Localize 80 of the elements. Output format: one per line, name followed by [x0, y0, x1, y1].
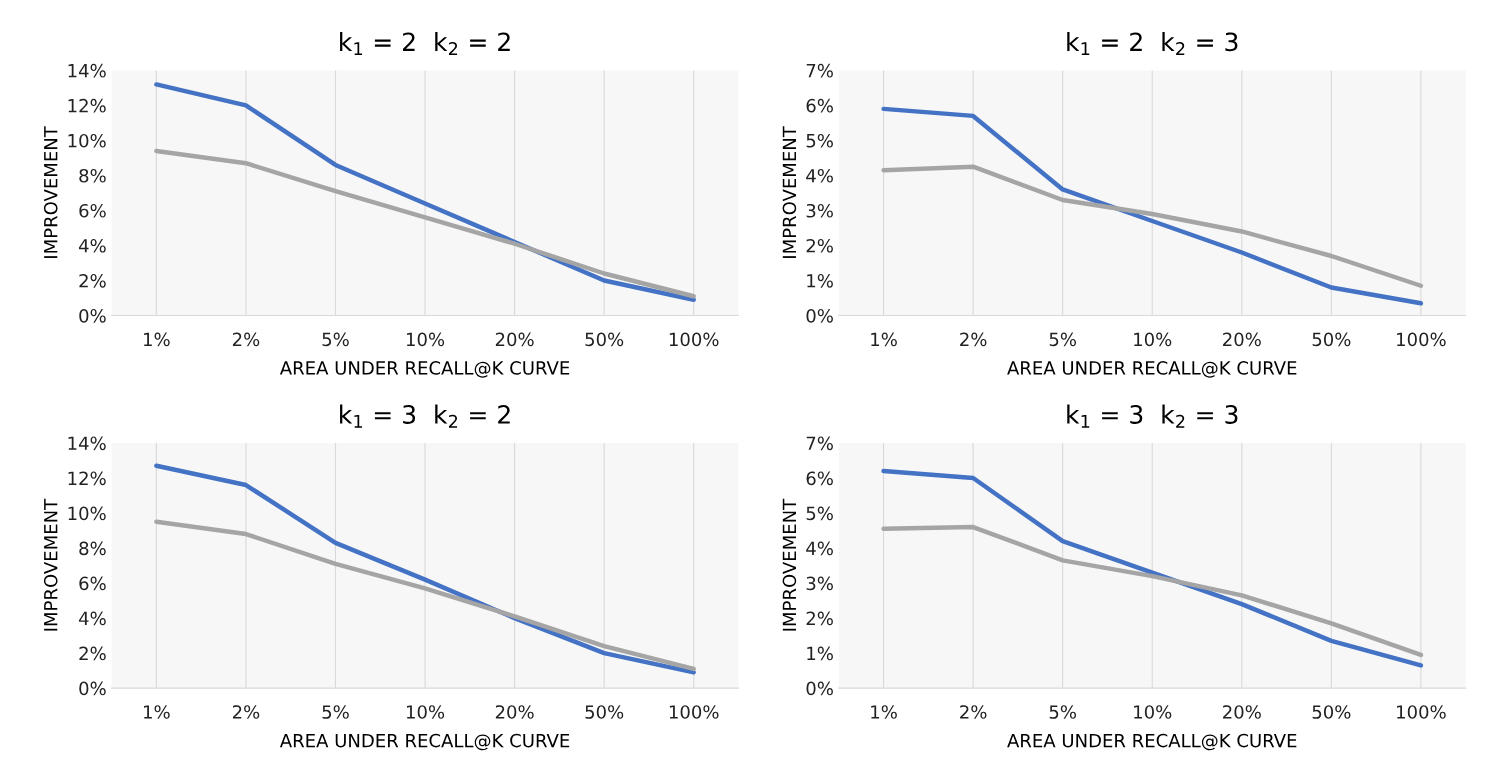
x-tick-label: 10%	[406, 332, 445, 347]
x-tick-label: 2%	[960, 705, 987, 719]
x-tick-label: 100%	[669, 705, 719, 719]
chart-title: k$_{1}$ = 3 k$_{2}$ = 2	[340, 404, 510, 428]
x-tick-label: 10%	[1134, 332, 1172, 347]
y-tick-label: 4%	[78, 611, 106, 626]
y-tick-label: 6%	[806, 471, 833, 486]
y-tick-label: 0%	[806, 681, 833, 696]
y-tick-label: 14%	[68, 436, 106, 451]
x-axis-title: AREA UNDER RECALL@K CURVE	[279, 733, 570, 751]
y-axis-title: IMPROVEMENT	[782, 498, 797, 631]
y-tick-label: 3%	[806, 203, 833, 218]
y-tick-label: 1%	[807, 646, 833, 661]
x-tick-label: 100%	[1397, 332, 1446, 347]
x-tick-label: 20%	[1223, 705, 1261, 719]
y-tick-label: 6%	[806, 98, 833, 113]
y-tick-label: 7%	[806, 436, 833, 451]
x-tick-label: 50%	[1312, 705, 1351, 719]
y-tick-label: 0%	[79, 308, 106, 323]
y-tick-label: 0%	[806, 308, 833, 323]
x-axis-title: AREA UNDER RECALL@K CURVE	[1007, 733, 1297, 751]
x-tick-label: 5%	[1049, 705, 1077, 719]
x-tick-label: 10%	[1134, 705, 1172, 719]
x-tick-label: 1%	[871, 705, 897, 719]
y-tick-label: 14%	[68, 63, 106, 78]
x-tick-label: 100%	[669, 332, 719, 347]
line-series	[154, 463, 696, 675]
y-tick-label: 5%	[806, 506, 833, 521]
line-series	[881, 524, 1424, 658]
x-tick-label: 50%	[585, 332, 624, 347]
x-tick-label: 20%	[495, 705, 534, 719]
chart-title: k$_{1}$ = 2 k$_{2}$ = 2	[340, 31, 510, 56]
x-tick-label: 2%	[232, 705, 260, 719]
y-tick-label: 10%	[68, 506, 106, 521]
x-tick-label: 2%	[960, 332, 987, 347]
x-tick-label: 5%	[322, 332, 349, 347]
x-tick-label: 100%	[1397, 705, 1446, 719]
y-tick-label: 2%	[79, 273, 106, 288]
y-tick-label: 10%	[68, 133, 106, 148]
y-axis-title: IMPROVEMENT	[43, 126, 58, 258]
y-tick-label: 4%	[78, 238, 106, 253]
x-tick-label: 2%	[232, 332, 260, 347]
y-axis-title: IMPROVEMENT	[43, 498, 58, 631]
chart-title: k$_{1}$ = 3 k$_{2}$ = 3	[1067, 404, 1238, 428]
y-tick-label: 8%	[79, 168, 106, 183]
x-tick-label: 20%	[1223, 332, 1261, 347]
x-tick-label: 1%	[144, 332, 170, 347]
x-axis-title: AREA UNDER RECALL@K CURVE	[1007, 361, 1297, 378]
x-tick-label: 1%	[871, 332, 897, 347]
x-tick-label: 50%	[585, 705, 624, 719]
x-tick-label: 10%	[406, 705, 445, 719]
x-tick-label: 5%	[322, 705, 349, 719]
x-tick-label: 5%	[1049, 332, 1077, 347]
x-axis-title: AREA UNDER RECALL@K CURVE	[279, 361, 570, 378]
y-tick-label: 2%	[806, 238, 833, 253]
y-tick-label: 12%	[68, 98, 106, 113]
y-tick-label: 5%	[806, 133, 833, 148]
y-tick-label: 6%	[79, 203, 106, 218]
line-series	[881, 164, 1424, 288]
y-tick-label: 12%	[68, 471, 106, 486]
line-series	[881, 106, 1424, 306]
x-tick-label: 50%	[1312, 332, 1351, 347]
y-tick-label: 3%	[806, 576, 833, 591]
y-tick-label: 4%	[806, 168, 833, 183]
line-series	[154, 148, 696, 299]
y-axis-title: IMPROVEMENT	[782, 126, 797, 258]
y-tick-label: 6%	[79, 576, 106, 591]
y-tick-label: 8%	[79, 541, 106, 556]
y-tick-label: 2%	[806, 611, 833, 626]
x-tick-label: 1%	[144, 705, 170, 719]
y-tick-label: 0%	[79, 681, 106, 696]
chart-title: k$_{1}$ = 2 k$_{2}$ = 3	[1067, 31, 1238, 56]
line-series	[881, 468, 1424, 668]
y-tick-label: 4%	[806, 541, 833, 556]
y-tick-label: 1%	[807, 273, 833, 288]
line-series	[154, 82, 696, 302]
y-tick-label: 2%	[79, 646, 106, 661]
line-series	[154, 519, 696, 672]
y-tick-label: 7%	[806, 63, 833, 78]
x-tick-label: 20%	[495, 332, 534, 347]
